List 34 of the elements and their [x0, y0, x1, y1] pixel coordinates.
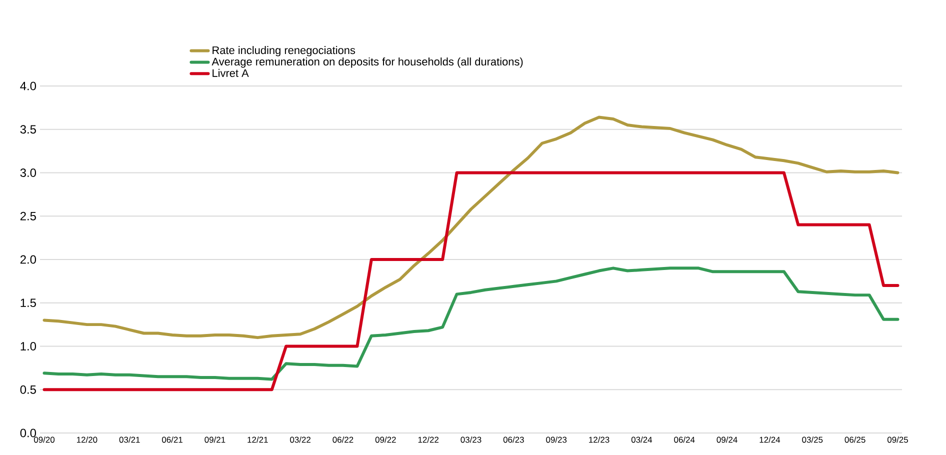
y-tick-label: 1.0	[20, 342, 36, 350]
x-tick-label: 12/22	[418, 436, 438, 443]
x-tick-label: 03/22	[290, 436, 310, 443]
legend-label: Livret A	[212, 68, 249, 77]
x-tick-label: 03/25	[802, 436, 823, 443]
y-tick-label: 1.5	[20, 298, 36, 308]
x-tick-label: 12/21	[248, 436, 268, 443]
x-tick-label: 12/23	[589, 436, 610, 443]
x-tick-label: 06/21	[162, 436, 182, 443]
y-tick-label: 4.0	[20, 82, 36, 90]
x-tick-label: 09/22	[375, 436, 396, 443]
legend-label: Rate including renegociations	[212, 46, 356, 56]
legend-label: Average remuneration on deposits for households (all durations)	[212, 57, 523, 68]
x-tick-label: 09/25	[887, 436, 908, 443]
x-tick-label: 03/21	[119, 436, 140, 443]
x-tick-label: 06/23	[503, 436, 524, 443]
x-tick-label: 09/21	[204, 436, 226, 443]
y-tick-label: 0.0	[20, 428, 36, 438]
y-tick-label: 3.0	[20, 168, 36, 177]
x-tick-label: 06/22	[332, 436, 354, 443]
y-tick-label: 2.0	[20, 255, 36, 264]
x-tick-label: 03/24	[631, 436, 652, 443]
y-tick-label: 0.5	[20, 385, 36, 394]
x-tick-label: 06/25	[844, 436, 866, 443]
x-tick-label: 06/24	[674, 436, 695, 443]
x-tick-label: 12/20	[76, 436, 98, 443]
x-tick-label: 03/23	[460, 436, 482, 443]
x-tick-label: 09/23	[546, 436, 567, 443]
x-tick-label: 09/20	[34, 436, 55, 443]
x-tick-label: 09/24	[716, 436, 738, 443]
x-tick-label: 12/24	[760, 436, 780, 443]
y-tick-label: 2.5	[20, 212, 36, 220]
y-tick-label: 3.5	[20, 125, 36, 134]
line-series	[42, 116, 900, 340]
